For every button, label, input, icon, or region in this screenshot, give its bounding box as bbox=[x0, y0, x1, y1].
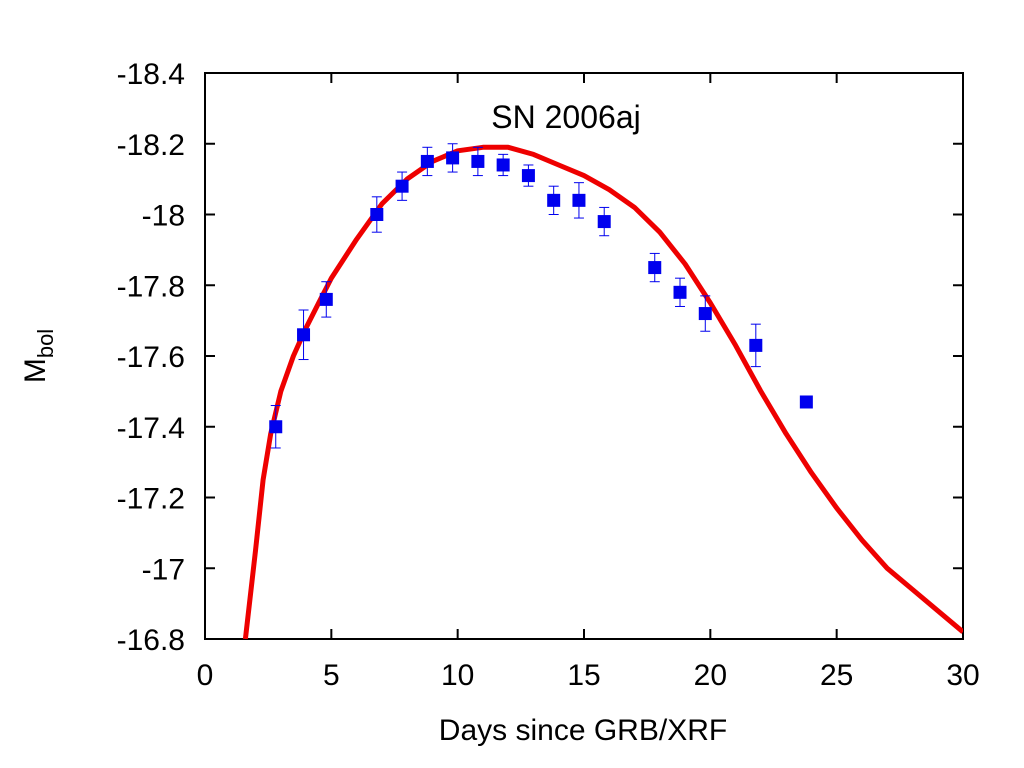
y-tick-label: -17.4 bbox=[117, 412, 185, 445]
data-point bbox=[269, 420, 283, 434]
data-point bbox=[547, 193, 561, 207]
x-tick-label: 25 bbox=[820, 659, 853, 692]
y-axis-label-subscript: bol bbox=[33, 329, 58, 358]
x-tick-label: 5 bbox=[323, 659, 340, 692]
data-point bbox=[698, 307, 712, 321]
data-point bbox=[420, 154, 434, 168]
y-axis-label: Mbol bbox=[19, 329, 58, 383]
data-point bbox=[370, 208, 384, 221]
data-point bbox=[446, 151, 460, 165]
data-point bbox=[673, 285, 687, 299]
data-point bbox=[648, 261, 662, 275]
data-point bbox=[319, 292, 333, 306]
y-axis: -18.4 -18.2 -18 -17.8 -17.6 -17.4 -17.2 -17 -16.… bbox=[117, 58, 963, 657]
chart-title: SN 2006aj bbox=[491, 99, 640, 135]
y-tick-label: -18.2 bbox=[117, 129, 185, 162]
data-point bbox=[471, 154, 485, 168]
x-tick-label: 15 bbox=[567, 659, 600, 692]
x-tick-label: 30 bbox=[946, 659, 979, 692]
data-point bbox=[597, 215, 611, 229]
y-tick-label: -16.8 bbox=[117, 624, 185, 657]
x-tick-label: 10 bbox=[441, 659, 474, 692]
y-tick-label: -17.2 bbox=[117, 483, 185, 516]
data-point bbox=[799, 395, 813, 409]
data-point bbox=[749, 338, 763, 352]
y-tick-label: -17 bbox=[142, 553, 185, 586]
x-axis-label: Days since GRB/XRF bbox=[439, 714, 727, 747]
x-axis: 0 5 10 15 20 25 30 bbox=[197, 73, 980, 692]
data-points-layer bbox=[269, 143, 813, 449]
data-point bbox=[297, 328, 311, 342]
plot-frame bbox=[204, 72, 964, 640]
data-point bbox=[395, 179, 409, 193]
x-tick-label: 0 bbox=[197, 659, 214, 692]
y-axis-label-main: M bbox=[19, 358, 52, 383]
y-tick-label: -18.4 bbox=[117, 58, 185, 91]
data-point bbox=[496, 158, 510, 172]
data-point bbox=[572, 193, 586, 207]
y-tick-label: -18 bbox=[142, 200, 185, 233]
y-tick-label: -17.8 bbox=[117, 270, 185, 303]
y-tick-label: -17.6 bbox=[117, 341, 185, 374]
x-tick-label: 20 bbox=[694, 659, 727, 692]
data-point bbox=[521, 169, 535, 183]
